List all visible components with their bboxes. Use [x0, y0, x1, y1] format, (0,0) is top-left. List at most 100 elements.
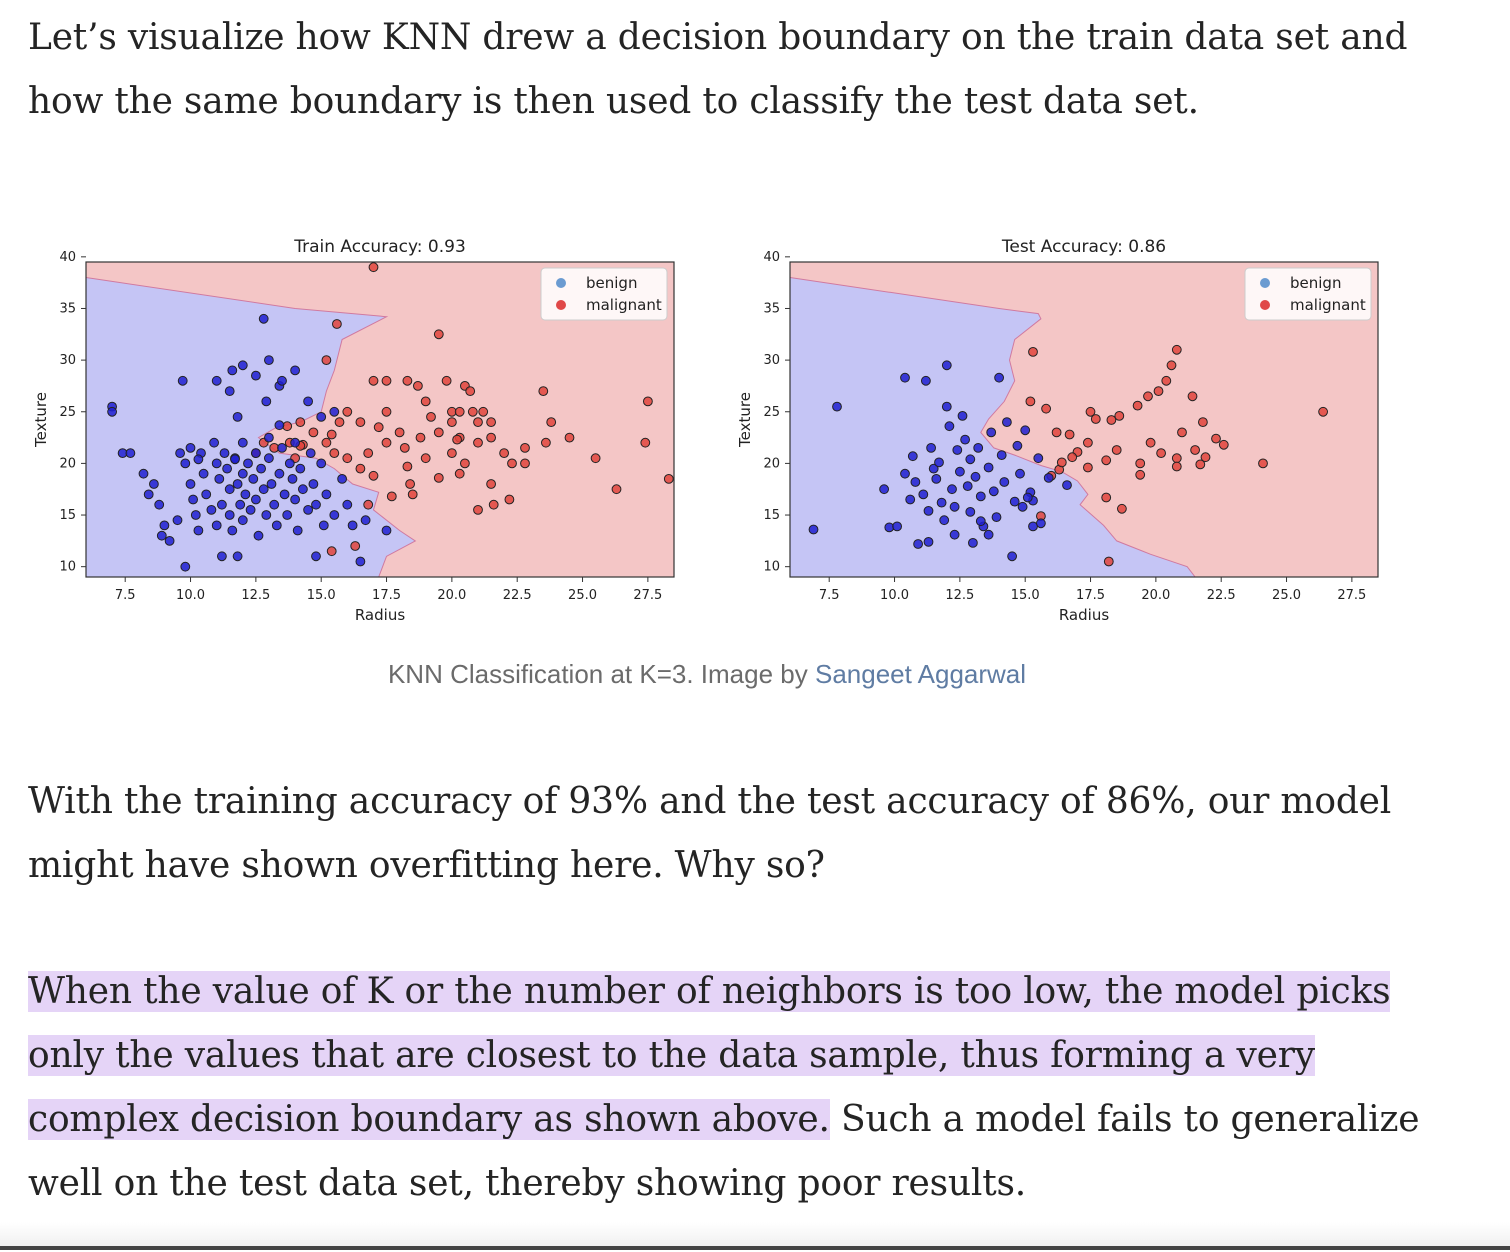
benign-point: [303, 505, 314, 515]
x-tick-label: 27.5: [633, 588, 662, 603]
benign-point: [1009, 496, 1020, 507]
benign-point: [994, 372, 1005, 383]
benign-point: [253, 530, 264, 541]
malignant-point: [473, 505, 483, 515]
malignant-point: [1051, 427, 1062, 438]
benign-point: [237, 515, 248, 526]
highlight-line-2[interactable]: only the values that are closest to the …: [28, 1035, 1315, 1076]
malignant-point: [1106, 415, 1117, 425]
benign-point: [1043, 473, 1054, 483]
malignant-point: [465, 386, 476, 397]
benign-point: [264, 355, 274, 366]
x-axis-label: Radius: [355, 606, 405, 624]
benign-point: [944, 421, 955, 432]
y-tick-label: 30: [59, 353, 76, 368]
y-tick-label: 35: [763, 301, 780, 316]
malignant-point: [467, 406, 478, 417]
benign-point: [211, 520, 222, 531]
malignant-point: [1132, 400, 1143, 411]
x-tick-label: 7.5: [819, 588, 840, 603]
benign-point: [185, 479, 196, 489]
malignant-point: [454, 468, 465, 479]
malignant-point: [1117, 503, 1127, 514]
intro-line-2: how the same boundary is then used to cl…: [28, 81, 1199, 122]
benign-point: [808, 524, 819, 535]
x-tick-label: 15.0: [1011, 588, 1040, 603]
benign-point: [180, 458, 191, 469]
benign-point: [251, 370, 261, 381]
benign-point: [237, 360, 248, 371]
plot-frame: [789, 261, 1379, 578]
benign-point: [172, 515, 183, 526]
malignant-point: [452, 434, 463, 445]
benign-point: [277, 375, 287, 386]
benign-point: [227, 365, 238, 376]
benign-point: [1017, 501, 1028, 512]
intro-paragraph: Let’s visualize how KNN drew a decision …: [28, 6, 1468, 134]
malignant-point: [1177, 427, 1187, 438]
malignant-point: [1111, 445, 1122, 455]
benign-point: [232, 479, 243, 489]
benign-point: [321, 489, 332, 500]
benign-point: [975, 516, 986, 527]
x-tick-label: 22.5: [503, 588, 532, 603]
benign-point: [290, 494, 301, 505]
malignant-point: [334, 417, 345, 428]
benign-point: [271, 520, 282, 531]
legend-box: [1244, 267, 1372, 321]
caption-text: KNN Classification at K=3. Image by: [387, 659, 815, 689]
benign-point: [910, 477, 921, 487]
caption-author-link[interactable]: Sangeet Aggarwal: [814, 659, 1027, 689]
benign-point: [258, 313, 269, 324]
y-tick-label: 15: [59, 508, 76, 523]
benign-point: [975, 491, 986, 502]
benign-point: [217, 551, 227, 562]
legend-label-malignant: malignant: [586, 296, 662, 314]
benign-point: [900, 468, 910, 479]
benign-point: [224, 510, 235, 520]
malignant-point: [1090, 414, 1101, 424]
malignant-point: [1101, 492, 1112, 503]
malignant-point: [546, 417, 557, 428]
benign-point: [292, 525, 303, 536]
benign-point: [245, 505, 256, 515]
malignant-point: [1218, 439, 1229, 450]
x-tick-label: 22.5: [1207, 588, 1236, 603]
benign-point: [879, 484, 890, 495]
malignant-point: [488, 499, 499, 510]
benign-point: [316, 412, 327, 422]
benign-point: [180, 561, 191, 572]
benign-point: [209, 437, 220, 448]
benign-point: [952, 445, 963, 455]
train-chart: 7.5 10.0 12.5 15.0 17.5 20.0 22.5 25.0 27.5 10 15 2…: [32, 237, 675, 624]
malignant-point: [1135, 458, 1146, 469]
malignant-point: [407, 489, 418, 500]
y-tick-label: 20: [763, 456, 780, 471]
malignant-point: [321, 437, 332, 448]
highlight-line-1[interactable]: When the value of K or the number of nei…: [28, 971, 1391, 1012]
benign-point: [222, 463, 233, 474]
benign-point: [175, 448, 186, 459]
malignant-point: [1025, 396, 1036, 407]
malignant-point: [441, 375, 452, 386]
benign-point: [337, 474, 348, 484]
highlight-line-3[interactable]: complex decision boundary as shown above…: [28, 1099, 830, 1140]
malignant-point: [355, 417, 366, 428]
explain-line-3-rest: Such a model fails to generalize: [829, 1099, 1420, 1140]
malignant-point: [399, 443, 410, 453]
benign-point: [360, 515, 371, 526]
benign-point: [955, 466, 965, 477]
malignant-point: [611, 484, 622, 495]
benign-point: [316, 458, 327, 469]
malignant-point: [373, 422, 384, 433]
y-tick-label: 35: [59, 301, 76, 316]
malignant-point: [381, 406, 392, 417]
benign-point: [960, 434, 971, 445]
plot-frame: [85, 261, 675, 578]
malignant-point: [368, 375, 379, 386]
y-tick-label: 40: [763, 250, 780, 265]
benign-point: [251, 494, 261, 505]
x-tick-label: 25.0: [568, 588, 597, 603]
benign-point: [973, 443, 984, 453]
figure: 7.5 10.0 12.5 15.0 17.5 20.0 22.5 25.0 27.5 10 15 2…: [28, 228, 1482, 648]
